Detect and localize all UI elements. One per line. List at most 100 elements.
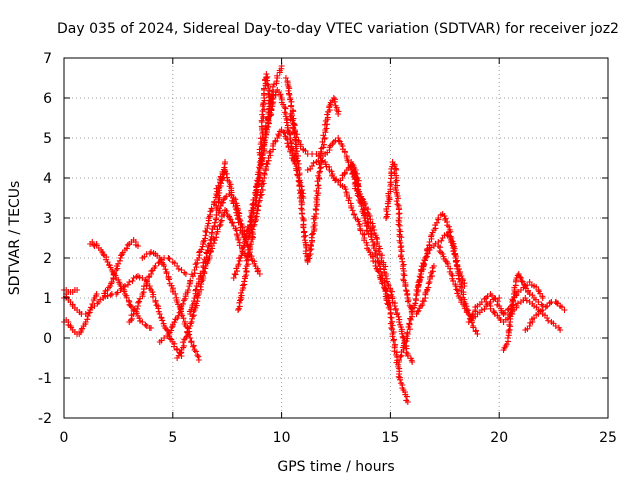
data-point-marker xyxy=(235,261,242,268)
data-point-marker xyxy=(192,348,199,355)
plot-frame xyxy=(63,57,609,419)
data-point-marker xyxy=(204,250,211,257)
data-point-marker xyxy=(400,271,407,277)
data-point-marker xyxy=(503,341,510,348)
data-point-marker xyxy=(313,194,320,201)
data-point-marker xyxy=(281,104,288,111)
y-tick-label: 3 xyxy=(43,211,52,227)
data-point-marker xyxy=(398,248,405,255)
data-point-marker xyxy=(379,280,386,287)
y-tick-label: 7 xyxy=(43,51,52,67)
data-point-marker xyxy=(152,299,159,305)
data-point-marker xyxy=(404,331,411,337)
data-point-marker xyxy=(78,327,85,333)
data-point-marker xyxy=(453,259,460,266)
data-point-marker xyxy=(377,276,384,283)
data-point-marker xyxy=(320,144,327,151)
data-point-marker xyxy=(135,299,142,306)
data-point-marker xyxy=(531,303,538,309)
data-point-marker xyxy=(189,343,196,350)
x-tick-label: 15 xyxy=(381,430,399,446)
data-point-marker xyxy=(504,335,511,341)
data-point-marker xyxy=(227,216,234,223)
data-point-marker xyxy=(229,219,236,226)
data-point-marker xyxy=(193,286,200,293)
data-point-marker xyxy=(306,247,313,254)
data-point-marker xyxy=(267,111,274,117)
data-point-marker xyxy=(392,179,399,186)
data-point-marker xyxy=(223,170,230,177)
data-point-marker xyxy=(510,298,517,305)
x-axis: 0 5 10 15 20 25 xyxy=(60,58,617,446)
data-point-marker xyxy=(401,272,408,279)
data-point-marker xyxy=(506,321,513,328)
data-point-marker xyxy=(129,277,136,284)
data-point-marker xyxy=(384,211,391,218)
data-point-marker xyxy=(84,316,91,323)
data-point-marker xyxy=(404,329,411,336)
data-point-marker xyxy=(388,324,395,331)
data-point-marker xyxy=(284,140,291,147)
data-point-marker xyxy=(286,91,293,98)
data-point-marker xyxy=(166,276,173,283)
data-point-marker xyxy=(372,262,379,269)
data-point-marker xyxy=(165,255,172,261)
data-point-marker xyxy=(414,308,421,315)
data-point-marker xyxy=(395,313,402,320)
data-point-marker xyxy=(539,295,546,301)
data-point-marker xyxy=(396,357,402,364)
data-point-marker xyxy=(533,283,540,290)
data-point-marker xyxy=(185,287,192,294)
data-point-marker xyxy=(312,206,319,213)
data-point-marker xyxy=(180,339,187,346)
data-point-marker xyxy=(175,265,182,272)
data-point-marker xyxy=(211,222,218,229)
x-axis-label: GPS time / hours xyxy=(277,459,394,475)
data-point-marker xyxy=(517,275,524,281)
data-point-marker xyxy=(162,266,169,273)
data-point-marker xyxy=(521,281,528,288)
data-point-marker xyxy=(368,233,375,240)
data-point-marker xyxy=(197,283,204,290)
data-point-marker xyxy=(307,241,314,248)
data-point-marker xyxy=(127,302,134,309)
data-point-marker xyxy=(404,291,411,298)
data-point-marker xyxy=(281,129,288,136)
data-point-marker xyxy=(392,306,399,313)
data-point-marker xyxy=(289,117,296,124)
data-point-marker xyxy=(484,301,491,308)
data-point-marker xyxy=(143,323,150,329)
data-point-marker xyxy=(399,258,406,265)
data-point-marker xyxy=(341,171,348,178)
data-point-marker xyxy=(283,119,290,126)
data-point-marker xyxy=(393,198,400,205)
data-point-marker xyxy=(192,287,199,294)
data-point-marker xyxy=(319,138,326,145)
data-point-marker xyxy=(111,270,118,277)
data-point-marker xyxy=(526,291,533,297)
data-point-marker xyxy=(186,328,193,335)
data-point-marker xyxy=(165,331,172,337)
data-point-marker xyxy=(259,178,266,185)
data-point-marker xyxy=(539,307,546,313)
data-point-marker xyxy=(478,307,485,313)
data-point-marker xyxy=(526,279,533,285)
series-arc-25 xyxy=(465,279,546,325)
data-point-marker xyxy=(412,295,419,302)
data-point-marker xyxy=(357,227,364,234)
data-point-marker xyxy=(195,255,202,261)
data-point-marker xyxy=(311,219,318,226)
data-point-marker xyxy=(282,135,289,141)
data-point-marker xyxy=(376,245,383,252)
data-point-marker xyxy=(189,315,196,322)
y-tick-label: 1 xyxy=(43,291,52,307)
data-point-marker xyxy=(136,315,143,322)
data-point-marker xyxy=(558,304,565,311)
data-point-marker xyxy=(199,268,206,275)
data-point-marker xyxy=(388,288,395,295)
data-point-marker xyxy=(180,342,187,349)
data-point-marker xyxy=(505,328,512,335)
data-point-marker xyxy=(217,219,224,225)
series-arc-07 xyxy=(126,255,189,325)
